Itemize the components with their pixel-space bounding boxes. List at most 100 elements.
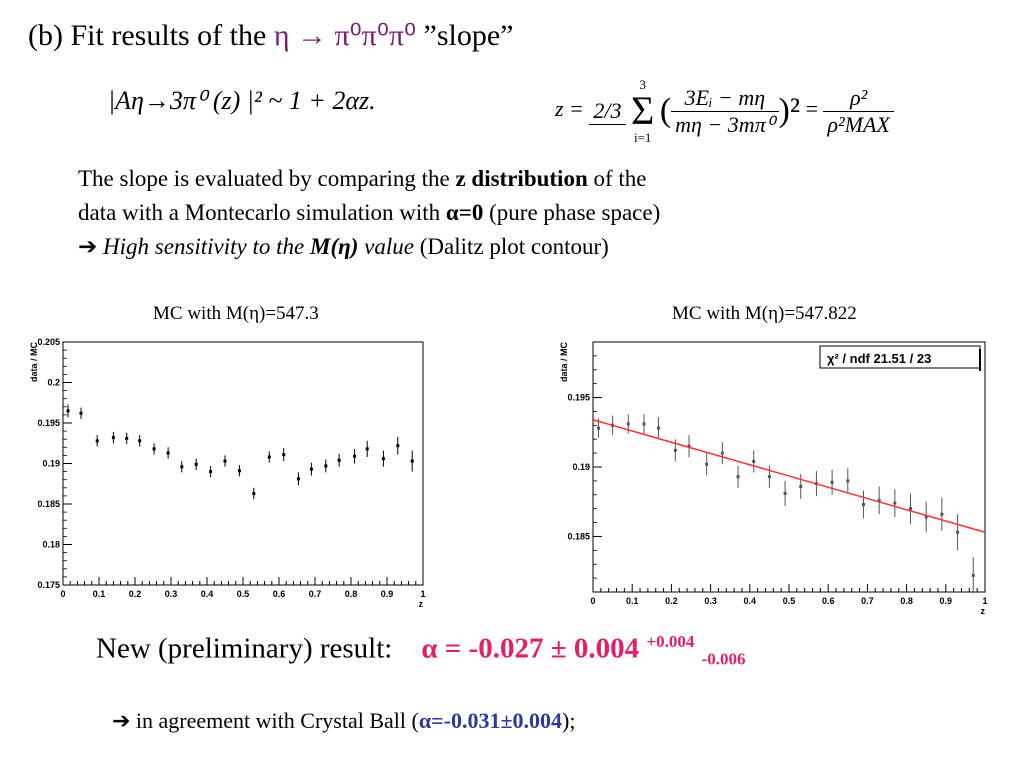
desc-l1a: The slope is evaluated by comparing the [78,166,456,191]
y-tick-label: 0.195 [37,418,60,428]
data-point [846,479,850,483]
data-point [626,422,630,426]
agreement-prefix: ➔ in agreement with Crystal Ball ( [112,708,419,733]
description-text: The slope is evaluated by comparing the … [78,162,938,264]
y-tick-label: 0.2 [47,378,60,388]
data-point [324,464,328,468]
data-point [656,426,660,430]
title-reaction: η → π⁰π⁰π⁰ [273,19,417,52]
data-point [909,507,913,511]
data-point [282,453,286,457]
data-point [924,515,928,519]
x-tick-label: 1 [420,589,425,599]
data-point [252,491,256,495]
desc-line-3: ➔ High sensitivity to the M(η) value (Da… [78,230,938,264]
y-tick-label: 0.205 [37,337,60,347]
result-value: α = -0.027 ± 0.004 [421,632,640,665]
sum-top: 3 [639,77,646,92]
data-point [79,411,83,415]
x-tick-label: 0.5 [237,589,250,599]
x-tick-label: 0.6 [273,589,286,599]
data-point [194,462,198,466]
desc-arrow: ➔ [78,234,104,259]
desc-l1c: of the [587,166,647,191]
x-tick-label: 0.2 [665,596,678,606]
x-tick-label: 0.4 [744,596,757,606]
agreement-suffix: ); [562,708,576,733]
left-plot-label: MC with M(η)=547.3 [153,303,319,324]
data-point [353,454,357,458]
x-axis-label: z [981,606,986,615]
result-line: New (preliminary) result: α = -0.027 ± 0… [96,632,746,669]
x-tick-label: 0 [60,589,65,599]
chart-left: 0 0.1 0.2 0.3 0.4 0.5 0.6 0.7 0.8 0.9 1z 0.175 0.18 0… [29,337,426,609]
data-point [783,491,787,495]
data-point [209,470,213,474]
y-tick-label: 0.19 [572,462,590,472]
data-point [180,465,184,469]
y-tick-label: 0.175 [37,580,60,590]
x-tick-label: 0.3 [165,589,178,599]
x-axis-label: z [419,599,424,609]
data-point [66,409,70,413]
slide-title: (b) Fit results of the η → π⁰π⁰π⁰ ”slope… [28,18,514,53]
title-prefix: (b) Fit results of the [28,19,274,52]
desc-l2a: data with a Montecarlo simulation with [78,200,446,225]
x-tick-label: 0.9 [381,589,394,599]
rho-denominator: ρ²MAX [827,111,890,137]
data-point [237,469,241,473]
data-point [830,480,834,484]
data-point [971,573,975,577]
x-tick-label: 0.8 [900,596,913,606]
data-point [752,459,756,463]
x-tick-label: 0.4 [201,589,214,599]
rho-fraction: ρ² ρ²MAX [823,85,894,138]
x-tick-label: 0.9 [940,596,953,606]
y-tick-label: 0.19 [42,459,60,469]
y-tick-label: 0.18 [42,540,60,550]
x-tick-label: 0.1 [626,596,639,606]
x-tick-label: 0.7 [861,596,874,606]
z-numerator: 3Eᵢ − mη [671,85,779,112]
data-point [940,512,944,516]
data-point [125,436,129,440]
data-point [296,477,300,481]
plot-frame [62,341,424,586]
desc-l1b: z distribution [455,166,588,191]
legend-text: χ² / ndf 21.51 / 23 [827,351,931,366]
fit-line [592,419,986,533]
result-label: New (preliminary) result: [96,632,393,665]
y-axis-label: data / MC [29,342,39,383]
data-point [267,455,271,459]
result-sup: +0.004 [646,632,695,651]
data-point [381,457,385,461]
right-plot-label: MC with M(η)=547.822 [672,303,857,324]
data-point [893,501,897,505]
chart-right: 0 0.1 0.2 0.3 0.4 0.5 0.6 0.7 0.8 0.9 1z 0.185 0.19 0… [559,341,988,615]
y-tick-label: 0.195 [567,393,590,403]
desc-l3b: High sensitivity to the [103,234,310,259]
data-point [410,459,414,463]
desc-l2c: (pure phase space) [483,200,661,225]
data-point [767,475,771,479]
x-tick-label: 0.7 [309,589,322,599]
y-tick-label: 0.185 [567,531,590,541]
data-point [152,447,156,451]
data-point [642,422,646,426]
desc-l3d: value [358,234,414,259]
data-point [861,503,865,506]
x-tick-label: 0.8 [345,589,358,599]
x-tick-label: 0.2 [129,589,142,599]
data-point [596,426,600,430]
x-tick-label: 1 [982,596,987,606]
data-point [799,484,803,488]
data-point [309,467,313,471]
x-tick-label: 0.3 [704,596,717,606]
data-point [877,498,881,502]
data-point [138,439,142,443]
data-point [223,459,227,463]
data-point [687,444,691,448]
data-point [956,530,960,534]
